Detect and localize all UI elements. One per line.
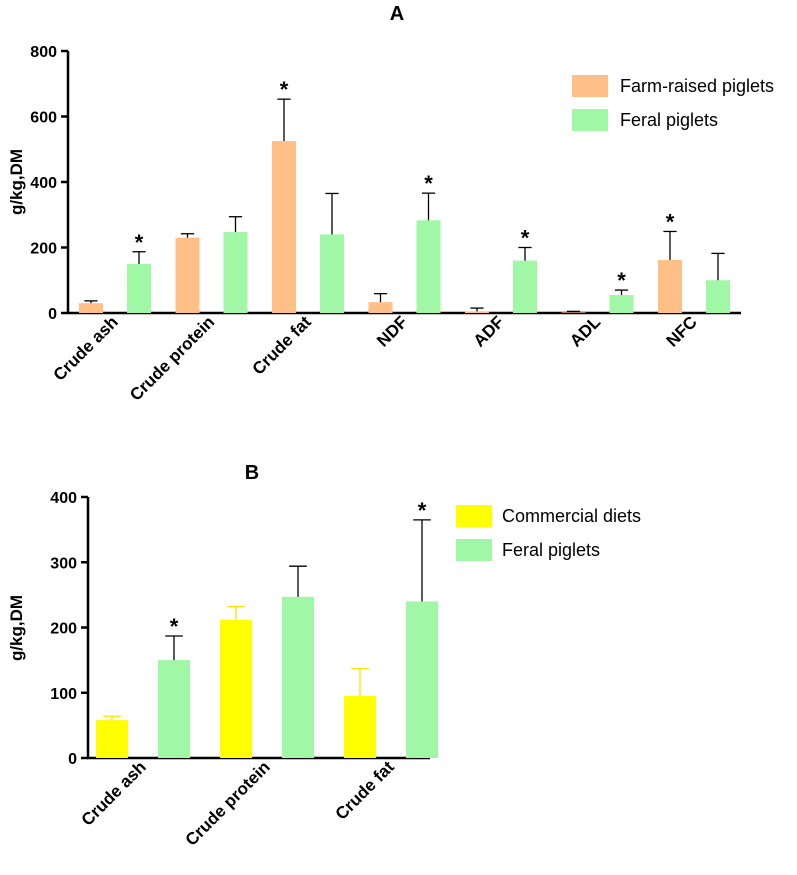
y-tick-label: 200 <box>50 621 77 638</box>
panel-b-bars: ** <box>96 498 438 758</box>
panel-b-legend: Commercial diets Feral piglets <box>456 505 641 561</box>
x-tick-label: Crude protein <box>182 757 274 849</box>
significance-star: * <box>280 77 289 102</box>
x-tick-label: ADL <box>566 312 604 350</box>
bar-series2 <box>223 232 248 313</box>
significance-star: * <box>666 209 675 234</box>
y-tick-label: 800 <box>30 44 57 61</box>
bar-series1 <box>368 302 393 313</box>
x-tick-label: NDF <box>373 312 411 350</box>
legend-label: Feral piglets <box>502 540 600 560</box>
significance-star: * <box>418 498 427 523</box>
legend-swatch <box>572 75 608 97</box>
legend-swatch <box>456 505 492 527</box>
legend-swatch <box>572 109 608 131</box>
panel-a-legend: Farm-raised piglets Feral piglets <box>572 75 774 131</box>
significance-star: * <box>170 614 179 639</box>
bar-series2 <box>406 601 438 758</box>
bar-series1 <box>465 311 489 313</box>
bar-series2 <box>158 660 190 758</box>
y-tick-label: 100 <box>50 686 77 703</box>
significance-star: * <box>521 226 530 251</box>
bar-series2 <box>416 220 441 313</box>
panel-a-bars: * * * * * * <box>79 77 730 313</box>
significance-star: * <box>135 230 144 255</box>
bar-series1 <box>175 237 200 313</box>
panel-a-x-ticks: Crude ash Crude protein Crude fat NDF ADF ADL… <box>50 312 701 404</box>
significance-star: * <box>424 171 433 196</box>
y-tick-label: 600 <box>30 110 57 127</box>
x-tick-label: Crude fat <box>332 757 398 823</box>
panel-a-chart: A g/kg,DM 0 200 400 600 800 * * * * * * Crude ash… <box>7 3 774 405</box>
bar-series2 <box>320 234 344 313</box>
y-tick-label: 0 <box>68 751 77 768</box>
significance-star: * <box>617 268 626 293</box>
x-tick-label: Crude ash <box>50 312 122 384</box>
y-tick-label: 200 <box>30 241 57 258</box>
panel-b-y-ticks: 0 100 200 300 400 <box>50 490 88 768</box>
bar-series2 <box>127 263 151 313</box>
x-tick-label: Crude protein <box>126 312 218 404</box>
panel-b-y-axis-label: g/kg,DM <box>7 595 26 661</box>
bar-series1 <box>344 696 376 758</box>
x-tick-label: NFC <box>663 312 701 350</box>
legend-label: Commercial diets <box>502 506 641 526</box>
y-tick-label: 300 <box>50 555 77 572</box>
legend-swatch <box>456 539 492 561</box>
x-tick-label: Crude fat <box>249 312 315 378</box>
x-tick-label: ADF <box>470 312 508 350</box>
bar-series2 <box>513 260 537 313</box>
panel-a-y-axis-label: g/kg,DM <box>7 149 26 215</box>
bar-series1 <box>96 720 128 758</box>
panel-a-y-ticks: 0 200 400 600 800 <box>30 44 68 323</box>
bar-series2 <box>282 596 314 758</box>
bar-series1 <box>658 259 682 313</box>
y-tick-label: 0 <box>48 306 57 323</box>
legend-label: Feral piglets <box>620 110 718 130</box>
y-tick-label: 400 <box>30 175 57 192</box>
bar-series1 <box>561 312 586 313</box>
bar-series2 <box>706 280 730 313</box>
panel-a-label: A <box>390 3 404 25</box>
bar-series2 <box>609 294 634 313</box>
bar-series1 <box>79 303 103 313</box>
x-tick-label: Crude ash <box>78 757 150 829</box>
bar-series1 <box>272 141 296 313</box>
bar-series1 <box>220 619 252 758</box>
panel-b-x-ticks: Crude ash Crude protein Crude fat <box>78 757 398 849</box>
y-tick-label: 400 <box>50 490 77 507</box>
panel-b-label: B <box>245 462 259 484</box>
legend-label: Farm-raised piglets <box>620 76 774 96</box>
